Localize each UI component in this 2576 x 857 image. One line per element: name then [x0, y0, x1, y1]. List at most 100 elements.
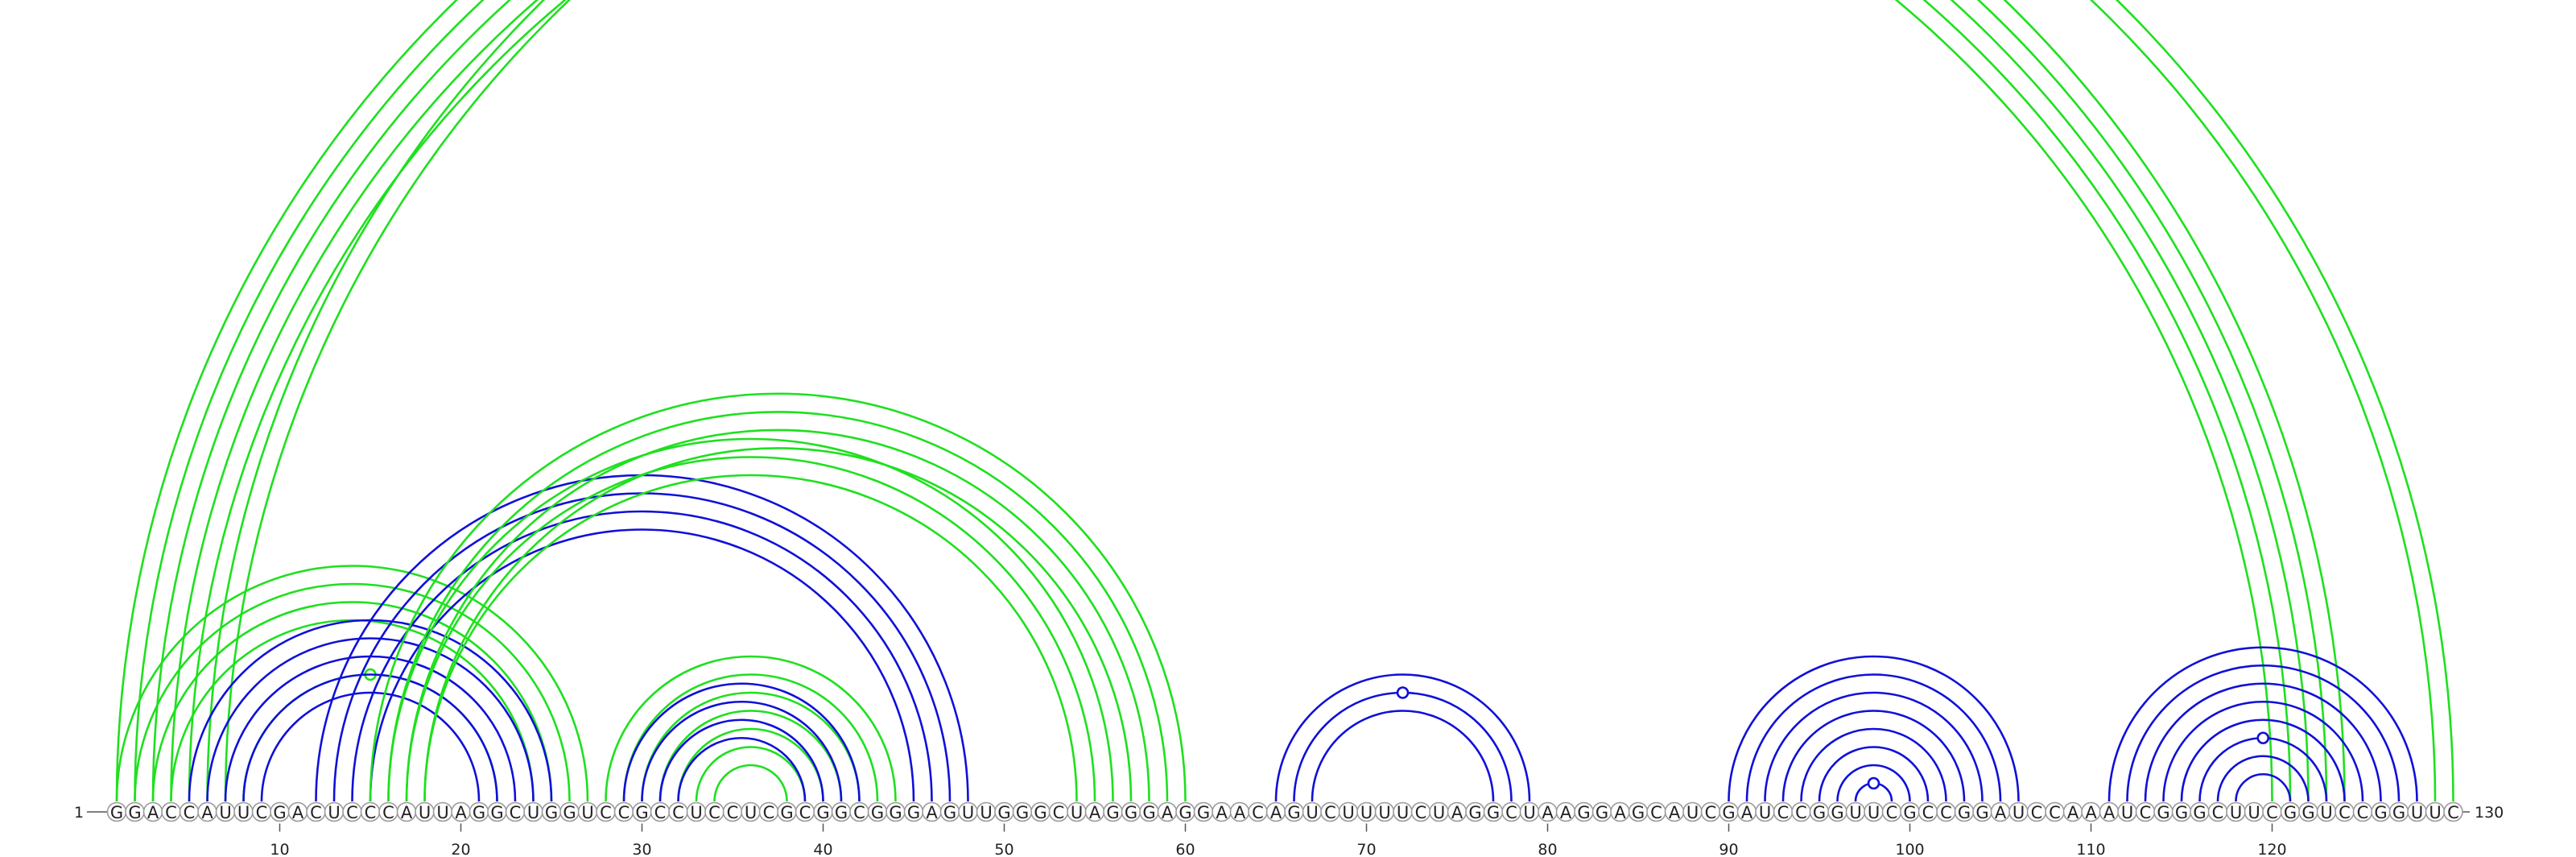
base-letter: C: [1940, 803, 1952, 822]
base-pair-arc: [405, 456, 1096, 802]
base-letter: G: [1577, 803, 1590, 822]
base-pair-arc: [260, 691, 481, 802]
base-letter: U: [1868, 803, 1880, 822]
base-letter: G: [1903, 803, 1916, 822]
base-pair-arc: [134, 582, 571, 802]
tick-label: 30: [632, 841, 651, 857]
base-letter: C: [1705, 803, 1717, 822]
base-pair-arc: [115, 565, 589, 802]
base-letter: A: [2085, 803, 2097, 822]
base-pair-arc: [641, 700, 843, 802]
base-letter: C: [672, 803, 684, 822]
base-letter: U: [527, 803, 539, 822]
base-pair-arc: [423, 447, 1133, 802]
base-pair-arc: [1311, 710, 1495, 802]
base-pair-arc: [369, 528, 915, 802]
base-letter: G: [1596, 803, 1608, 822]
base-pair-arc: [1728, 655, 2020, 802]
base-letter: A: [1995, 803, 2007, 822]
base-letter: A: [455, 803, 467, 822]
base-letter: U: [2248, 803, 2260, 822]
base-letter: A: [1162, 803, 1174, 822]
base-letter: U: [690, 803, 702, 822]
base-pair-arc: [1745, 673, 2002, 802]
base-letter: A: [401, 803, 413, 822]
base-letter: A: [1560, 803, 1572, 822]
base-pair-arc: [351, 510, 933, 802]
base-letter: G: [2175, 803, 2188, 822]
base-pair-arc: [605, 655, 897, 802]
base-letter: G: [2193, 803, 2206, 822]
base-letter: C: [763, 803, 775, 822]
base-letter: C: [2212, 803, 2224, 822]
base-pair-arcs: [115, 0, 2454, 802]
base-letter: G: [490, 803, 503, 822]
base-letter: C: [618, 803, 630, 822]
base-letter: C: [346, 803, 358, 822]
base-letter: G: [110, 803, 123, 822]
arc-marker: [2256, 731, 2270, 745]
base-letter: U: [2121, 803, 2133, 822]
base-letter: G: [1831, 803, 1843, 822]
tick-label: 60: [1175, 841, 1195, 857]
base-letter: G: [128, 803, 141, 822]
base-letter: G: [1197, 803, 1210, 822]
base-letter: G: [1632, 803, 1645, 822]
base-letter: G: [1142, 803, 1155, 822]
base-letter: A: [1216, 803, 1228, 822]
base-letter: U: [745, 803, 757, 822]
base-letter: G: [816, 803, 829, 822]
base-letter: A: [1669, 803, 1681, 822]
base-letter: U: [1360, 803, 1373, 822]
base-pair-arc: [2235, 772, 2292, 802]
base-pair-arc: [695, 746, 807, 802]
tick-label: 90: [1719, 841, 1738, 857]
base-letter: G: [835, 803, 848, 822]
base-letter: G: [635, 803, 648, 822]
base-pair-arc: [387, 437, 1114, 802]
base-letter: U: [2230, 803, 2242, 822]
base-letter: C: [1650, 803, 1662, 822]
base-pair-arc: [170, 0, 2292, 802]
base-letter: G: [997, 803, 1010, 822]
base-pair-arc: [713, 764, 788, 802]
base-pair-arc: [115, 0, 2346, 802]
base-pair-arc: [1764, 691, 1984, 802]
base-letter: G: [889, 803, 902, 822]
base-letter: A: [1451, 803, 1463, 822]
base-letter: C: [2339, 803, 2351, 822]
base-circle: [2443, 801, 2463, 822]
base-letter: U: [1849, 803, 1861, 822]
tick-label: 40: [813, 841, 832, 857]
base-letter: C: [256, 803, 268, 822]
base-letter: G: [1722, 803, 1735, 822]
base-letter: U: [1397, 803, 1409, 822]
base-pair-arc: [242, 673, 498, 802]
base-letter: U: [2429, 803, 2441, 822]
base-letter: G: [273, 803, 286, 822]
base-pair-arc: [2107, 646, 2418, 802]
base-pair-arc: [315, 474, 969, 802]
base-pair-arc: [2144, 682, 2382, 802]
base-pair-arc: [677, 736, 807, 802]
base-letter: C: [165, 803, 177, 822]
base-pair-arc: [206, 0, 2454, 802]
base-letter: C: [1886, 803, 1898, 822]
base-letter: U: [2013, 803, 2025, 822]
base-pair-arc: [134, 0, 2328, 802]
base-pair-arc: [1781, 710, 1966, 802]
base-letter: C: [1922, 803, 1934, 822]
base-pair-arc: [405, 428, 1150, 802]
base-letter: U: [1686, 803, 1699, 822]
base-pair-arc: [1818, 746, 1930, 802]
tick-label: 120: [2257, 841, 2286, 857]
base-letter: C: [2266, 803, 2278, 822]
base-letter: C: [365, 803, 377, 822]
base-letter: A: [1270, 803, 1282, 822]
base-letter: C: [1505, 803, 1517, 822]
base-letter: U: [1306, 803, 1318, 822]
end-position-label: 130: [2475, 804, 2504, 822]
base-letter: G: [2392, 803, 2405, 822]
base-letter: G: [2284, 803, 2297, 822]
